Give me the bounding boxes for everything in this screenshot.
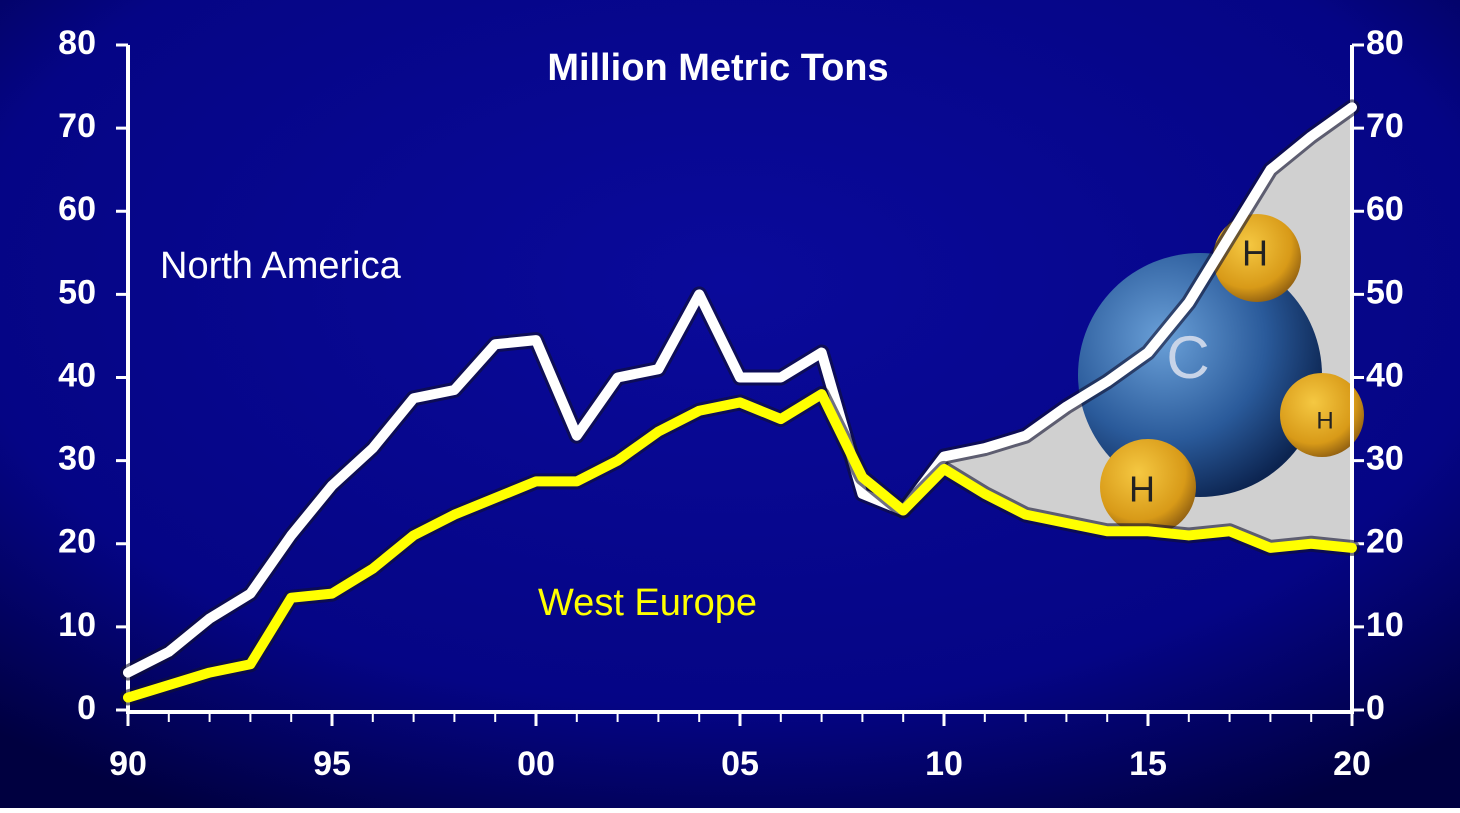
series-label: West Europe xyxy=(538,582,757,624)
y-tick-label: 50 xyxy=(58,273,96,311)
series-line xyxy=(123,102,1357,678)
y-tick-label: 80 xyxy=(58,24,96,62)
y2-tick-label: 10 xyxy=(1366,606,1404,644)
x-tick-label: 05 xyxy=(721,745,759,783)
y2-tick-label: 70 xyxy=(1366,107,1404,145)
y2-tick-label: 80 xyxy=(1366,24,1404,62)
y-tick-label: 60 xyxy=(58,190,96,228)
x-tick-label: 20 xyxy=(1333,745,1371,783)
x-tick-label: 10 xyxy=(925,745,963,783)
y2-tick-label: 0 xyxy=(1366,689,1385,727)
y2-tick-label: 60 xyxy=(1366,190,1404,228)
molecule: C H H H xyxy=(1078,214,1364,535)
series-line xyxy=(123,389,1357,703)
y2-tick-label: 40 xyxy=(1366,356,1404,394)
x-tick-label: 00 xyxy=(517,745,555,783)
atom-label: H xyxy=(1316,407,1333,434)
series-label: North America xyxy=(160,245,402,287)
y2-tick-label: 50 xyxy=(1366,273,1404,311)
atom-label: H xyxy=(1129,469,1155,510)
plot: 0 10 20 30 40 50 60 70 80 0 10 20 30 40 50 60 70 80 90 95 00… xyxy=(58,24,1404,783)
x-tick-label: 95 xyxy=(313,745,351,783)
y-tick-label: 40 xyxy=(58,356,96,394)
hydrogen-atom xyxy=(1280,373,1364,457)
y-tick-label: 70 xyxy=(58,107,96,145)
hydrogen-atom xyxy=(1100,439,1196,535)
y-tick-label: 30 xyxy=(58,440,96,478)
y2-tick-label: 20 xyxy=(1366,523,1404,561)
y2-tick-label: 30 xyxy=(1366,440,1404,478)
carbon-atom xyxy=(1078,253,1322,497)
atom-label: H xyxy=(1242,233,1268,274)
y-tick-label: 0 xyxy=(77,689,96,727)
x-tick-label: 15 xyxy=(1129,745,1167,783)
chart-title: Million Metric Tons xyxy=(547,47,888,89)
y-tick-label: 20 xyxy=(58,523,96,561)
y-tick-label: 10 xyxy=(58,606,96,644)
x-tick-label: 90 xyxy=(109,745,147,783)
atom-label: C xyxy=(1166,324,1209,391)
